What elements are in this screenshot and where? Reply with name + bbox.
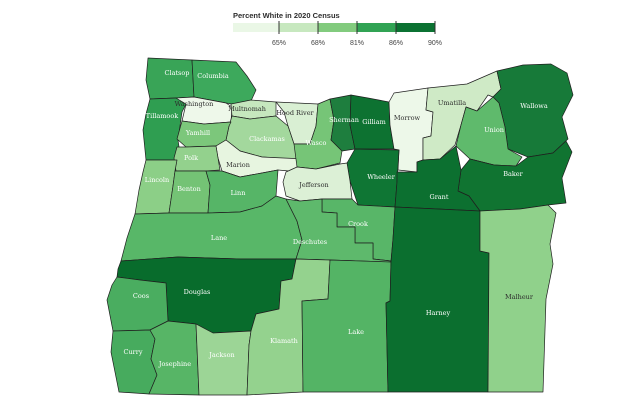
legend-swatch: [396, 23, 435, 32]
county-label: Gilliam: [362, 118, 386, 126]
county-label: Baker: [503, 170, 523, 178]
legend-tick-label: 90%: [428, 40, 442, 47]
county-label: Harney: [426, 309, 451, 317]
county-label: Deschutes: [293, 238, 327, 246]
county-label: Wallowa: [520, 102, 548, 110]
county-label: Polk: [184, 154, 198, 162]
county-label: Grant: [430, 193, 449, 201]
county-label: Yamhill: [185, 129, 210, 137]
legend-tick-label: 65%: [272, 40, 286, 47]
county-labels-layer: Clatsop Columbia Tillamook Washington Multno…: [123, 69, 547, 368]
county-label: Washington: [175, 100, 214, 108]
county-coos[interactable]: [106, 276, 169, 332]
legend-title: Percent White in 2020 Census: [233, 11, 340, 20]
county-label: Crook: [348, 220, 368, 228]
county-label: Lincoln: [145, 176, 169, 184]
county-label: Linn: [231, 189, 246, 197]
legend-swatch: [357, 23, 396, 32]
color-legend: Percent White in 2020 Census 65% 68% 81% 86…: [233, 11, 442, 47]
county-label: Clatsop: [165, 69, 190, 77]
county-label: Wheeler: [367, 173, 395, 181]
county-label: Clackamas: [249, 135, 285, 143]
county-label: Douglas: [184, 288, 211, 296]
county-label: Lake: [348, 328, 364, 336]
county-josephine[interactable]: [148, 320, 200, 396]
county-deschutes[interactable]: [285, 198, 392, 263]
county-label: Jackson: [208, 351, 235, 359]
county-jackson[interactable]: [195, 323, 252, 396]
legend-tick-label: 86%: [389, 40, 403, 47]
county-shapes-layer: [106, 57, 574, 396]
county-label: Multnomah: [228, 105, 266, 113]
county-label: Benton: [177, 185, 201, 193]
county-label: Sherman: [329, 116, 359, 124]
county-label: Columbia: [197, 72, 229, 80]
county-clatsop[interactable]: [145, 57, 195, 100]
legend-colorbar: [233, 23, 435, 32]
county-malheur[interactable]: [479, 204, 557, 393]
county-curry[interactable]: [110, 329, 158, 395]
legend-swatch: [279, 23, 318, 32]
county-label: Hood River: [276, 109, 314, 117]
county-harney[interactable]: [385, 206, 490, 393]
legend-tick-label: 68%: [311, 40, 325, 47]
county-label: Umatilla: [438, 99, 466, 107]
county-label: Morrow: [394, 114, 421, 122]
legend-swatch: [233, 23, 279, 32]
county-label: Jefferson: [298, 181, 328, 189]
county-label: Curry: [123, 348, 142, 356]
county-label: Josephine: [158, 360, 191, 368]
county-label: Coos: [133, 292, 149, 300]
county-label: Malheur: [505, 293, 534, 301]
legend-tick-label: 81%: [350, 40, 364, 47]
legend-swatch: [318, 23, 357, 32]
county-label: Marion: [226, 161, 250, 169]
legend-tick-labels: 65% 68% 81% 86% 90%: [272, 21, 442, 47]
county-label: Klamath: [270, 337, 298, 345]
county-label: Lane: [211, 234, 227, 242]
county-label: Union: [484, 126, 504, 134]
county-label: Wasco: [306, 139, 327, 147]
county-label: Tillamook: [146, 112, 178, 120]
